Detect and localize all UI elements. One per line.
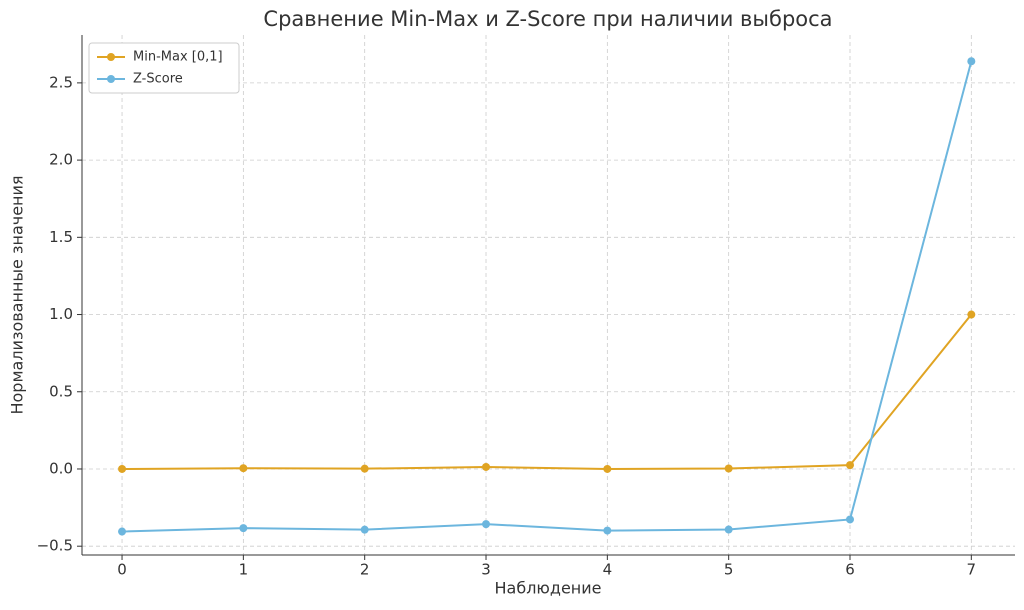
y-tick-label: 2.0: [49, 151, 73, 169]
x-tick-label: 4: [603, 561, 613, 579]
point: [967, 310, 976, 319]
x-tick-label: 3: [481, 561, 491, 579]
legend-label: Min-Max [0,1]: [133, 50, 223, 65]
point: [239, 464, 248, 473]
legend-label: Z-Score: [133, 72, 183, 87]
y-tick-label: 0.5: [49, 382, 73, 400]
point: [118, 464, 127, 473]
point: [845, 461, 854, 470]
x-tick-label: 0: [117, 561, 127, 579]
y-tick-label: −0.5: [37, 537, 73, 555]
point: [724, 525, 733, 534]
point: [360, 525, 369, 534]
y-tick-label: 0.0: [49, 459, 73, 477]
series-line: [122, 313, 973, 470]
legend: Min-Max [0,1] Z-Score: [88, 42, 240, 94]
chart-title: Сравнение Min-Max и Z-Score при наличии …: [263, 7, 832, 31]
x-tick-label: 7: [967, 561, 977, 579]
x-tick-label: 5: [724, 561, 734, 579]
y-tick-label: 2.5: [49, 73, 73, 91]
point: [482, 462, 491, 471]
point: [724, 464, 733, 473]
legend-marker: [107, 75, 115, 83]
point: [603, 464, 612, 473]
series-line: [122, 60, 973, 533]
x-tick-label: 6: [845, 561, 855, 579]
point: [482, 520, 491, 529]
x-tick-label: 1: [239, 561, 249, 579]
x-axis-label: Наблюдение: [494, 579, 601, 598]
y-axis-label: Нормализованные значения: [8, 175, 27, 414]
x-tick-label: 2: [360, 561, 370, 579]
y-tick-label: 1.5: [49, 228, 73, 246]
point: [118, 527, 127, 536]
point: [967, 57, 976, 66]
point: [845, 515, 854, 524]
legend-marker: [107, 53, 115, 61]
legend-box: [88, 42, 240, 94]
point: [603, 526, 612, 535]
y-tick-label: 1.0: [49, 305, 73, 323]
point: [239, 524, 248, 533]
point: [360, 464, 369, 473]
